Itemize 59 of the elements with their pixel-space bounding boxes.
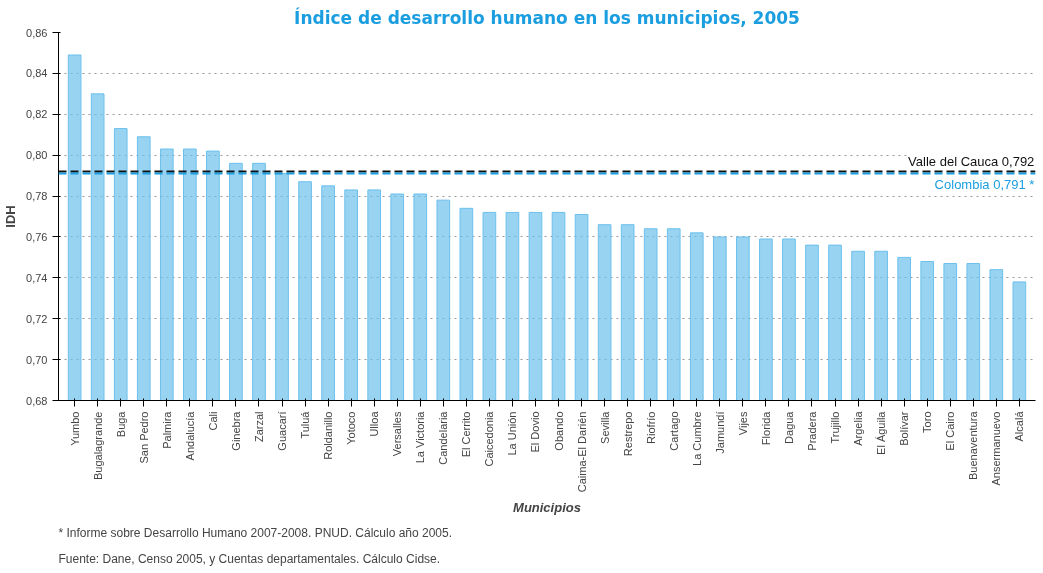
x-tick-label: Bugalagrande <box>91 411 104 480</box>
y-tick-label: 0,70 <box>26 353 48 366</box>
x-tick-label: Cartago <box>667 411 680 451</box>
y-tick-label: 0,76 <box>26 230 48 243</box>
ref-line-label: Colombia 0,791 * <box>934 176 1035 192</box>
x-tick-label: Zarzal <box>252 411 265 443</box>
x-tick-label: Obando <box>552 411 565 451</box>
y-tick-label: 0,74 <box>26 271 48 284</box>
x-tick-label: Yumbo <box>68 411 81 446</box>
x-tick-label: Ginebra <box>229 410 242 451</box>
x-tick-label: Versalles <box>391 411 404 457</box>
x-tick-label: Florida <box>759 410 772 446</box>
x-tick-label: Toro <box>921 411 934 433</box>
y-tick-label: 0,82 <box>26 108 48 121</box>
y-tick-label: 0,86 <box>26 26 48 39</box>
x-tick-label: Dagua <box>782 410 795 444</box>
x-tick-label: Trujillo <box>829 411 842 444</box>
x-tick-label: Roldanillo <box>322 411 335 460</box>
x-tick-label: La Victoria <box>414 410 427 464</box>
x-tick-label: San Pedro <box>137 411 150 464</box>
source-note: Fuente: Dane, Censo 2005, y Cuentas departamentales. Cálculo Cidse. <box>58 551 441 566</box>
x-tick-label: Argelia <box>852 410 865 446</box>
x-tick-label: Yotoco <box>345 411 358 445</box>
x-tick-label: Candelaria <box>437 410 450 465</box>
x-tick-label: Ansermanuevo <box>990 411 1003 486</box>
x-tick-label: Vijes <box>736 411 749 436</box>
x-tick-label: Caima-El Darién <box>575 411 588 493</box>
x-tick-label: La Cumbre <box>690 411 703 466</box>
x-tick-label: Bolívar <box>898 411 911 446</box>
x-tick-label: Restrepo <box>621 411 634 457</box>
x-tick-label: Andalucía <box>183 410 196 461</box>
x-tick-label: Guacarí <box>276 411 289 451</box>
x-tick-label: Sevilla <box>598 410 611 444</box>
x-tick-label: Cali <box>206 411 219 431</box>
ref-line-label: Valle del Cauca 0,792 <box>908 153 1035 169</box>
x-tick-label: El Águila <box>875 410 888 455</box>
y-tick-label: 0,72 <box>26 312 48 325</box>
x-tick-label: El Cerrito <box>460 411 473 458</box>
y-tick-label: 0,84 <box>26 67 48 80</box>
x-tick-label: Jamundí <box>713 411 726 454</box>
x-tick-label: La Unión <box>506 411 519 456</box>
x-tick-label: Buenaventura <box>967 410 980 480</box>
text: * Informe sobre Desarrollo Humano 2007-2008. PNUD. Cálculo año 2005. <box>58 525 453 540</box>
chart-title: Índice de desarrollo humano en los municipios, 2005 <box>294 6 800 28</box>
x-axis-title: Municipios <box>513 500 581 516</box>
x-tick-label: Tuluá <box>299 410 312 439</box>
y-axis-title: IDH <box>3 205 19 228</box>
x-tick-label: Ulloa <box>368 410 381 437</box>
x-tick-label: El Dovio <box>529 411 542 453</box>
x-tick-label: Riofrío <box>644 411 657 444</box>
x-tick-label: Buga <box>114 410 127 438</box>
x-tick-label: Alcalá <box>1013 410 1026 442</box>
x-tick-label: Palmira <box>160 410 173 449</box>
y-tick-label: 0,68 <box>26 394 48 407</box>
x-tick-label: Caicedonia <box>483 410 496 467</box>
x-tick-label: Pradera <box>805 410 818 451</box>
x-tick-label: El Cairo <box>944 411 957 451</box>
y-tick-label: 0,78 <box>26 190 48 203</box>
y-tick-label: 0,80 <box>26 149 48 162</box>
